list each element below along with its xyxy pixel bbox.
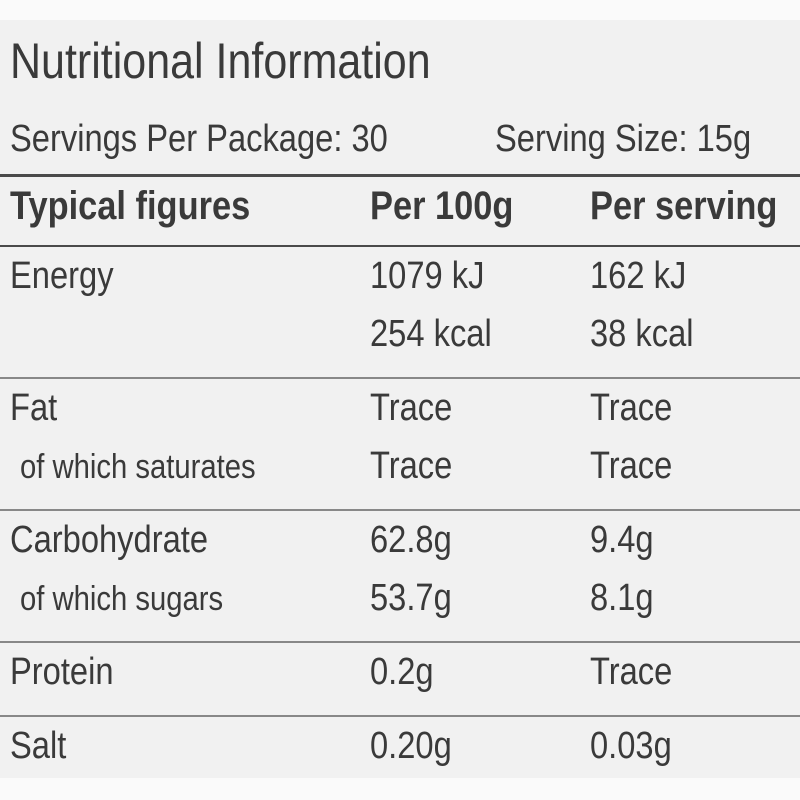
cell-value: 53.7g [370,577,452,619]
cell-value: 254 kcal [370,313,492,355]
cell-value: 162 kJ [590,255,687,297]
title: Nutritional Information [10,33,431,89]
row-label: Protein [10,651,114,693]
servings-per-package: Servings Per Package: 30 [10,118,388,160]
row-label: Fat [10,387,58,429]
row-label: Energy [10,255,114,297]
row-label: Carbohydrate [10,519,209,561]
cell-value: Trace [590,651,673,693]
cell-value: 9.4g [590,519,654,561]
cell-value: Trace [370,445,453,487]
separator [0,715,800,717]
column-header: Per 100g [370,184,514,228]
cell-value: Trace [590,445,673,487]
separator [0,641,800,643]
row-label: of which sugars [20,580,224,618]
cell-value: Trace [370,387,453,429]
cell-value: 0.20g [370,725,452,767]
cell-value: 8.1g [590,577,654,619]
cell-value: 0.03g [590,725,672,767]
row-label: of which saturates [20,448,256,486]
column-header: Per serving [590,184,778,228]
separator [0,509,800,511]
cell-value: 0.2g [370,651,434,693]
separator [0,174,800,177]
row-label: Salt [10,725,67,767]
cell-value: 1079 kJ [370,255,485,297]
cell-value: 38 kcal [590,313,694,355]
separator [0,245,800,247]
column-header: Typical figures [10,184,251,228]
separator [0,377,800,379]
cell-value: 62.8g [370,519,452,561]
nutrition-label: Nutritional Information Servings Per Pac… [0,20,800,778]
cell-value: Trace [590,387,673,429]
serving-size: Serving Size: 15g [495,118,752,160]
